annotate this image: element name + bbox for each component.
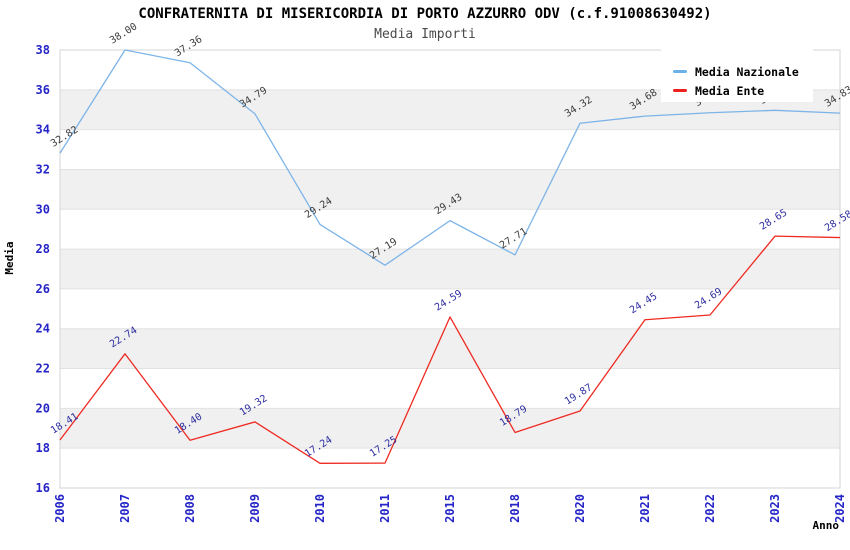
y-tick-label: 28	[36, 242, 50, 256]
data-label: 27.71	[498, 226, 529, 251]
grid-band	[60, 408, 840, 449]
data-label: 38.00	[108, 21, 139, 46]
x-tick-label: 2018	[508, 494, 522, 523]
x-tick-label: 2024	[833, 494, 847, 523]
x-tick-label: 2008	[183, 494, 197, 523]
x-axis-title: Anno	[813, 519, 840, 532]
data-label: 24.45	[628, 291, 659, 316]
data-label: 24.69	[693, 286, 724, 311]
legend-item-label: Media Ente	[695, 83, 765, 98]
data-label: 24.59	[433, 288, 464, 313]
data-label: 28.65	[758, 207, 789, 232]
x-tick-label: 2023	[768, 494, 782, 523]
data-label: 19.87	[563, 382, 594, 407]
grid-band	[60, 328, 840, 369]
x-tick-label: 2007	[118, 494, 132, 523]
grid-band	[60, 249, 840, 289]
x-tick-label: 2009	[248, 494, 262, 523]
x-tick-label: 2006	[53, 494, 67, 523]
y-tick-label: 34	[36, 123, 50, 137]
chart-title: CONFRATERNITA DI MISERICORDIA DI PORTO A…	[138, 6, 712, 22]
legend-item-media-nazionale[interactable]: Media Nazionale	[661, 62, 813, 81]
y-tick-label: 30	[36, 202, 50, 216]
legend-marker-media-ente	[673, 89, 687, 92]
series-line-media-nazionale	[59, 49, 841, 266]
series-line-media-ente	[59, 235, 841, 464]
plot-border	[59, 49, 841, 489]
y-tick-label: 18	[36, 441, 50, 455]
y-tick-label: 22	[36, 362, 50, 376]
x-tick-label: 2022	[703, 494, 717, 523]
y-axis-title: Media	[3, 241, 16, 274]
y-tick-label: 32	[36, 162, 50, 176]
x-tick-label: 2015	[443, 494, 457, 523]
legend-item-media-ente[interactable]: Media Ente	[661, 81, 813, 100]
x-tick-label: 2021	[638, 494, 652, 523]
y-tick-label: 36	[36, 83, 50, 97]
chart-subtitle: Media Importi	[374, 27, 476, 42]
data-label: 37.36	[173, 34, 204, 59]
y-tick-label: 16	[36, 481, 50, 495]
y-tick-label: 38	[36, 43, 50, 57]
grid-band	[60, 169, 840, 210]
legend-marker-media-nazionale	[673, 70, 687, 73]
data-label: 28.58	[823, 209, 850, 234]
y-tick-label: 26	[36, 282, 50, 296]
y-tick-label: 24	[36, 322, 50, 336]
x-tick-label: 2011	[378, 494, 392, 523]
x-tick-label: 2020	[573, 494, 587, 523]
legend-item-label: Media Nazionale	[695, 64, 799, 79]
y-tick-label: 20	[36, 401, 50, 415]
x-tick-label: 2010	[313, 494, 327, 523]
legend: Media Nazionale Media Ente	[661, 45, 813, 102]
